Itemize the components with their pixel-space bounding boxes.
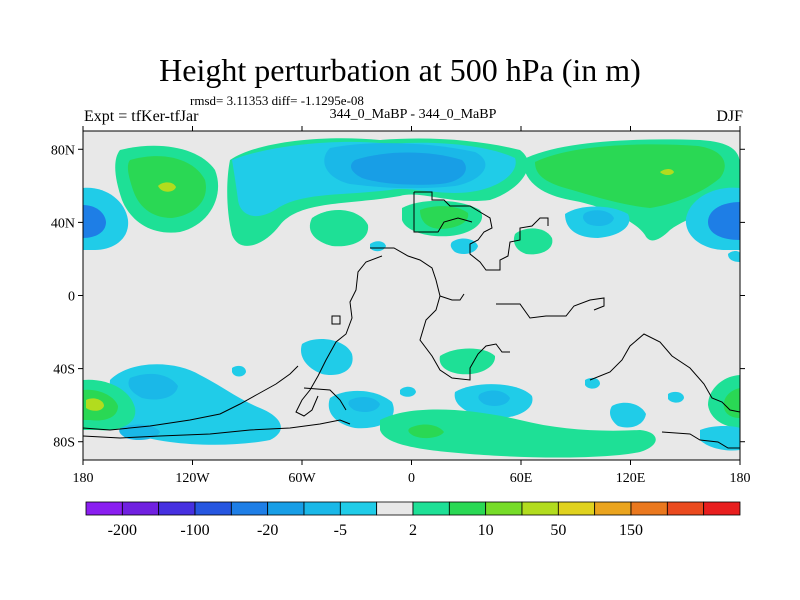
rmsd-diff-stats: rmsd= 3.11353 diff= -1.1295e-08 (190, 93, 364, 108)
colorbar-swatch (303, 501, 341, 516)
lon-tick-label: 60E (510, 471, 533, 486)
colorbar-swatch (666, 501, 705, 516)
experiment-label: Expt = tfKer-tfJar (84, 108, 199, 125)
lat-tick-label: 80S (53, 436, 75, 451)
coastlines (83, 191, 740, 449)
contour-green-india (513, 228, 553, 255)
lon-tick-label: 120E (616, 471, 646, 486)
contour-cyan-south-pac-spot (232, 365, 246, 377)
colorbar-swatch (85, 501, 123, 516)
colorbar-label: 2 (409, 522, 417, 539)
season-label: DJF (716, 108, 743, 125)
coastline-europe-inner (413, 192, 473, 233)
contour-green-atlantic (309, 209, 369, 247)
colorbar-swatch (194, 501, 232, 516)
contour-cyan-midatlantic (370, 241, 386, 252)
coastline-antarctica-peninsula (303, 387, 347, 411)
lat-tick-label: 0 (68, 290, 75, 305)
contour-fill (83, 138, 740, 458)
colorbar-label: 10 (478, 522, 494, 539)
colorbar-swatch (121, 501, 160, 516)
colorbar-swatch (448, 501, 487, 516)
colorbar-swatch (376, 501, 414, 516)
contour-cyan-sh-bottomright (700, 426, 740, 451)
map-panel: 80N 40N 0 40S 80S 180 120W 60W 0 60E 120E 180 (51, 126, 751, 486)
coastline-antarctica-west (83, 365, 299, 431)
colorbar-swatch (594, 501, 632, 516)
lon-tick-label: 0 (408, 471, 415, 486)
colorbar-swatch (412, 501, 450, 516)
colorbar-swatch (158, 501, 196, 516)
contour-lightblue-asia (583, 210, 614, 226)
contour-cyan-south-ind (585, 377, 600, 389)
contour-green-antarctic-ridge (380, 409, 656, 458)
coastline-europe-asia (414, 191, 549, 271)
lon-tick-label: 180 (730, 471, 751, 486)
contour-cyan-sh-track-far-east (610, 402, 646, 428)
contour-blue-north-core (350, 152, 466, 185)
coastline-africa (370, 247, 510, 381)
colorbar: -200 -100 -20 -5 2 10 50 150 (85, 501, 741, 539)
contour-lightblue-sh-track-mid (348, 396, 380, 412)
contour-lightgreen-africa-north (420, 206, 469, 229)
colorbar-label: -100 (180, 522, 209, 539)
contour-blue-leftedge (83, 205, 106, 238)
contour-yellowgreen-sh-leftedge (86, 398, 104, 411)
coastline-south-america (295, 255, 383, 417)
colorbar-label: 150 (619, 522, 643, 539)
plot-title: Height perturbation at 500 hPa (in m) (159, 52, 641, 88)
contour-yellowgreen-west (158, 182, 176, 192)
contour-cyan-eastpacific (728, 251, 740, 262)
colorbar-swatch (267, 501, 305, 516)
colorbar-swatch (339, 501, 378, 516)
colorbar-label: 50 (550, 522, 566, 539)
colorbar-swatch (485, 501, 523, 516)
coastline-australia (496, 297, 605, 319)
contour-cyan-arabia (450, 238, 478, 254)
contour-lightgreen-eurasia (535, 144, 725, 208)
contour-cyan-south-atlantic (400, 386, 416, 397)
colorbar-swatch (630, 501, 668, 516)
colorbar-swatch (521, 501, 559, 516)
colorbar-swatch (703, 501, 741, 516)
lon-tick-label: 120W (175, 471, 210, 486)
lat-tick-label: 40S (53, 363, 75, 378)
contour-yellowgreen-spot (660, 169, 674, 175)
colorbar-label: -200 (108, 522, 137, 539)
lon-tick-label: 180 (73, 471, 94, 486)
contour-lightblue-sh-track-west (128, 373, 178, 400)
colorbar-label: -20 (257, 522, 278, 539)
colorbar-label: -5 (334, 522, 347, 539)
coastline-antarctica-shelf (83, 419, 351, 439)
coastline-antarctica-east (589, 333, 740, 413)
lon-tick-label: 60W (288, 471, 316, 486)
plot-subtitle: 344_0_MaBP - 344_0_MaBP (329, 107, 497, 122)
contour-cyan-se-pacific (300, 338, 353, 376)
coastline-south-america-inner (331, 315, 341, 325)
contour-lightgreen-antarctic-ridge (408, 424, 444, 439)
colorbar-swatch (557, 501, 596, 516)
contour-green-sa (439, 348, 496, 375)
contour-lightgreen-sh-rightedge (723, 388, 740, 418)
colorbar-swatch (230, 501, 269, 516)
coastline-antarctica-far-east (661, 431, 740, 449)
coastline-sahel (439, 293, 465, 301)
longitude-axis: 180 120W 60W 0 60E 120E 180 (73, 126, 751, 486)
contour-blue-rightedge (708, 202, 740, 240)
latitude-axis: 80N 40N 0 40S 80S (51, 143, 745, 451)
lat-tick-label: 80N (51, 143, 75, 158)
contour-cyan-south-east-spot (668, 391, 684, 403)
contour-lightblue-sh-track-east (478, 390, 510, 406)
lat-tick-label: 40N (51, 216, 75, 231)
